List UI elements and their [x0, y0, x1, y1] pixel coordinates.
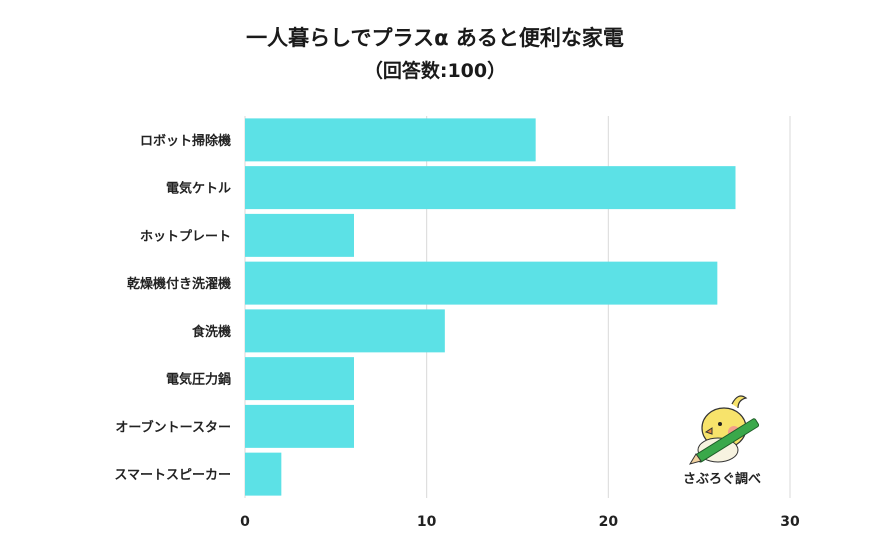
x-tick-label: 10: [417, 514, 437, 530]
logo-caption: さぶろぐ調べ: [682, 472, 761, 487]
category-label: 乾燥機付き洗濯機: [127, 276, 231, 292]
category-label: 食洗機: [192, 324, 231, 340]
x-tick-label: 0: [240, 514, 250, 530]
x-tick-label: 30: [780, 514, 800, 530]
category-label: ロボット掃除機: [140, 133, 231, 149]
bar: [245, 357, 354, 401]
category-label: オーブントースター: [115, 419, 231, 435]
bar: [245, 309, 445, 353]
category-label: 電気圧力鍋: [166, 372, 231, 388]
x-tick-label: 20: [599, 514, 619, 530]
bar: [245, 261, 718, 305]
category-labels: ロボット掃除機電気ケトルホットプレート乾燥機付き洗濯機食洗機電気圧力鍋オーブント…: [114, 133, 231, 483]
logo-bird-icon: [688, 395, 760, 465]
category-label: 電気ケトル: [166, 181, 231, 197]
chart-title: 一人暮らしでプラスα あると便利な家電: [246, 26, 624, 50]
bar: [245, 452, 282, 496]
category-label: ホットプレート: [140, 229, 231, 244]
bars: [245, 118, 736, 496]
bar: [245, 118, 536, 162]
x-tick-labels: 0 10 20 30: [240, 514, 800, 530]
bar: [245, 213, 354, 257]
bar: [245, 166, 736, 210]
category-label: スマートスピーカー: [114, 468, 231, 483]
bar: [245, 404, 354, 448]
chart-subtitle: （回答数:100）: [363, 60, 507, 82]
